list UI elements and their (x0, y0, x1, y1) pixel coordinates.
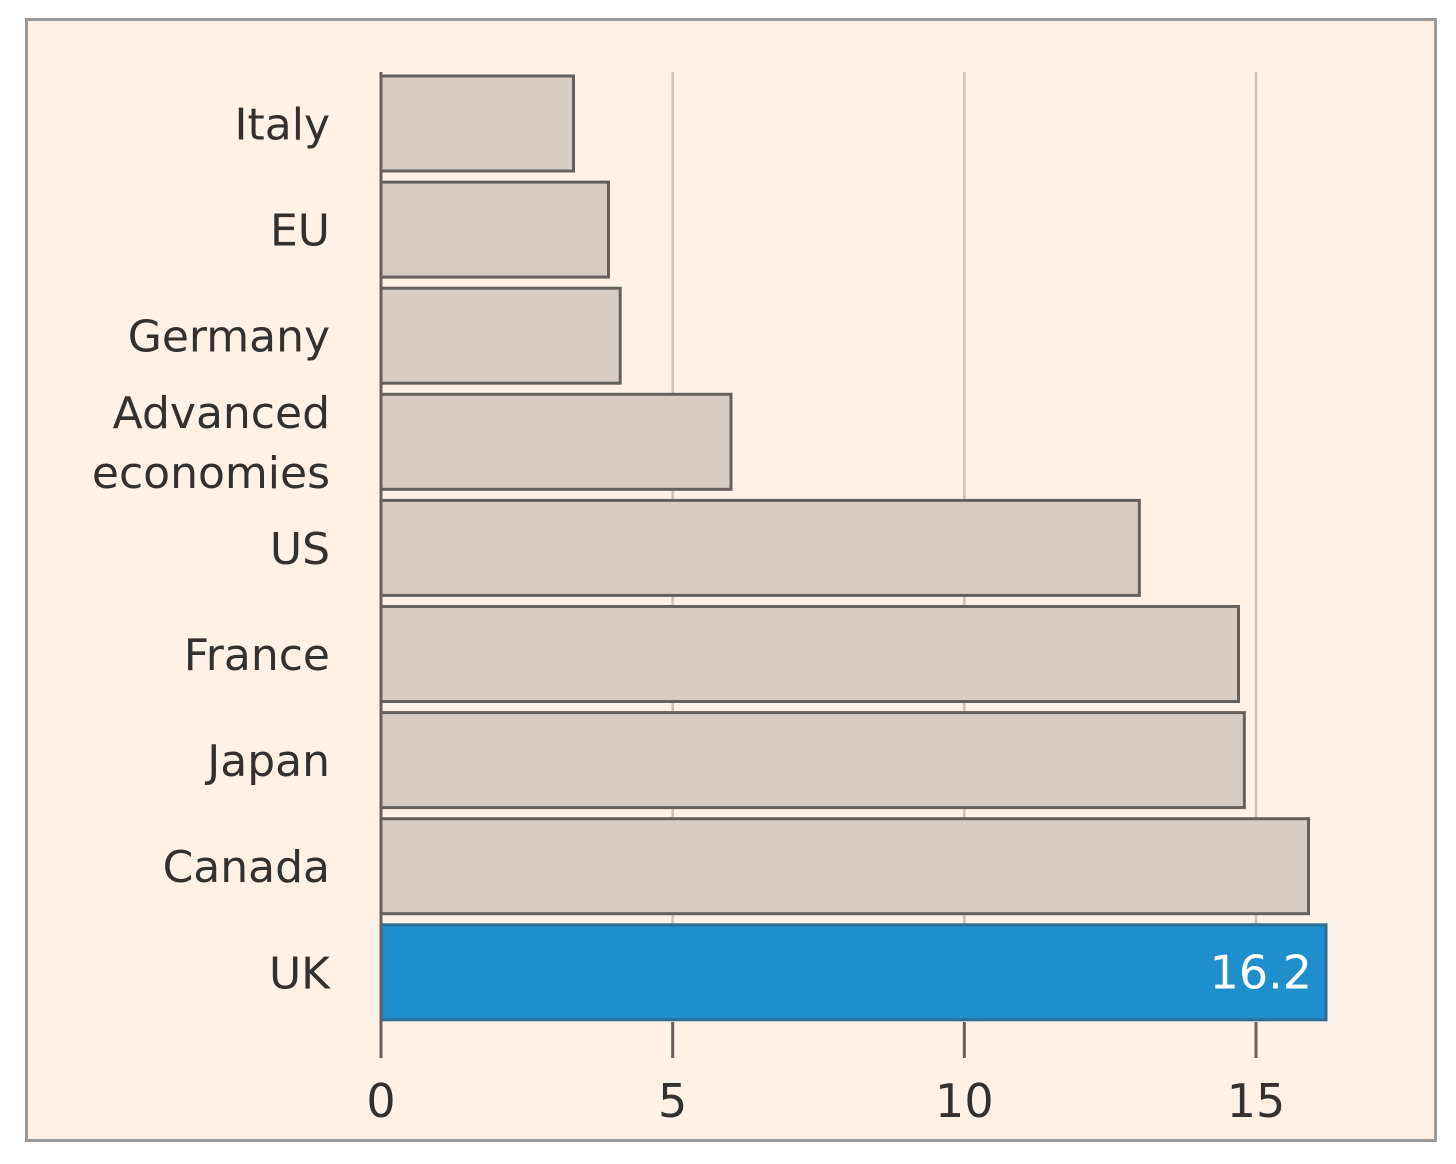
category-label: UK (269, 948, 331, 999)
category-labels: Italy EU Germany Advanced economies US France J… (92, 100, 331, 1000)
tick-label: 10 (935, 1074, 994, 1128)
chart-frame: 0 5 10 15 Italy EU Germany Advanced economies US… (25, 18, 1437, 1142)
bar (379, 180, 610, 279)
bar (379, 286, 622, 385)
category-label: economies (92, 448, 330, 499)
x-axis: 0 5 10 15 (366, 72, 1285, 1128)
data-labels: 16.2 (1210, 945, 1312, 999)
bar (379, 817, 1310, 916)
data-label: 16.2 (1210, 945, 1312, 999)
category-label: Italy (235, 100, 330, 151)
bar (379, 711, 1246, 810)
bar (379, 605, 1240, 703)
bar (379, 74, 575, 173)
bar (379, 923, 1328, 1022)
bar (379, 392, 733, 491)
bars (379, 74, 1328, 1022)
category-label: Canada (163, 842, 330, 893)
tick-label: 5 (658, 1074, 687, 1128)
category-label: France (184, 630, 330, 681)
category-label: EU (270, 206, 330, 257)
tick-label: 15 (1227, 1074, 1286, 1128)
category-label: Germany (128, 312, 330, 363)
category-label: US (270, 524, 330, 575)
category-label: Japan (204, 736, 330, 787)
bar-chart: 0 5 10 15 Italy EU Germany Advanced economies US… (92, 72, 1328, 1128)
category-label: Advanced (113, 388, 330, 439)
bar (379, 498, 1141, 597)
tick-label: 0 (366, 1074, 395, 1128)
